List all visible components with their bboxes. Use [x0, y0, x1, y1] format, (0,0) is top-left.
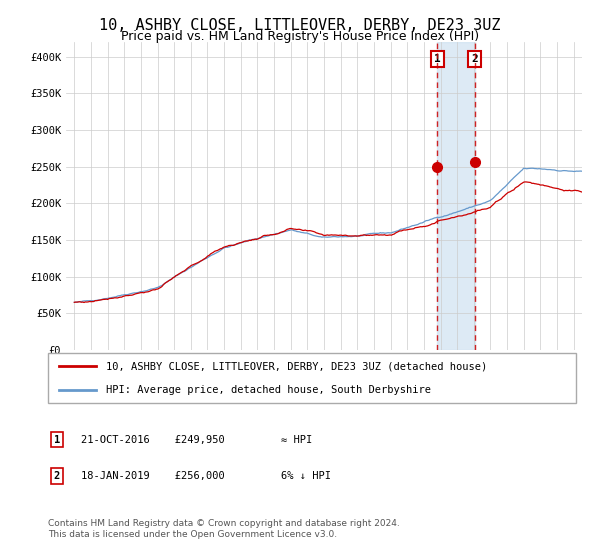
Text: 18-JAN-2019    £256,000         6% ↓ HPI: 18-JAN-2019 £256,000 6% ↓ HPI: [81, 471, 331, 481]
Bar: [437, 42, 475, 350]
Text: 21-OCT-2016    £249,950         ≈ HPI: 21-OCT-2016 £249,950 ≈ HPI: [81, 435, 312, 445]
Text: Contains HM Land Registry data © Crown copyright and database right 2024.
This d: Contains HM Land Registry data © Crown c…: [48, 519, 400, 539]
Text: 2: 2: [471, 54, 478, 64]
FancyBboxPatch shape: [48, 353, 576, 403]
Text: Price paid vs. HM Land Registry's House Price Index (HPI): Price paid vs. HM Land Registry's House …: [121, 30, 479, 43]
Text: 1: 1: [434, 54, 441, 64]
Text: 10, ASHBY CLOSE, LITTLEOVER, DERBY, DE23 3UZ (detached house): 10, ASHBY CLOSE, LITTLEOVER, DERBY, DE23…: [106, 361, 487, 371]
Text: HPI: Average price, detached house, South Derbyshire: HPI: Average price, detached house, Sout…: [106, 385, 431, 395]
Text: 1: 1: [54, 435, 60, 445]
Text: 10, ASHBY CLOSE, LITTLEOVER, DERBY, DE23 3UZ: 10, ASHBY CLOSE, LITTLEOVER, DERBY, DE23…: [99, 18, 501, 33]
Text: 2: 2: [54, 471, 60, 481]
